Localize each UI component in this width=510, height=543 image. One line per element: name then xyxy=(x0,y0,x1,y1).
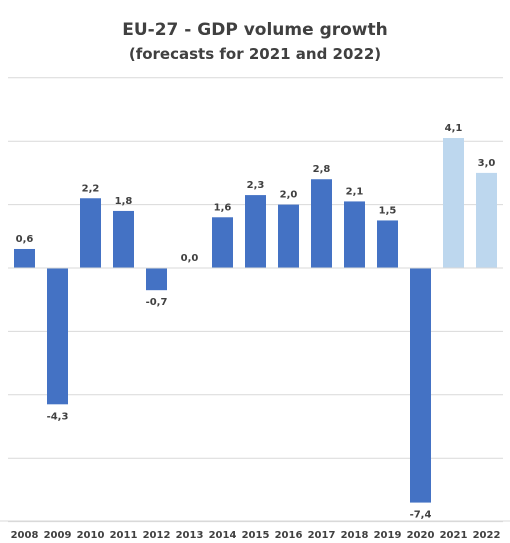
bar-2021 xyxy=(443,138,464,268)
bar-2015 xyxy=(245,195,266,268)
bar-2022 xyxy=(476,172,497,268)
data-label-2012: -0,7 xyxy=(146,297,168,308)
x-tick-2018: 2018 xyxy=(341,530,369,541)
x-tick-2013: 2013 xyxy=(176,530,204,541)
data-label-2011: 1,8 xyxy=(115,196,133,207)
bar-2010 xyxy=(80,198,101,268)
bar-2012 xyxy=(146,268,167,291)
x-tick-2014: 2014 xyxy=(209,530,237,541)
data-label-2016: 2,0 xyxy=(280,190,298,201)
x-tick-2019: 2019 xyxy=(374,530,402,541)
x-tick-2009: 2009 xyxy=(44,530,72,541)
x-tick-2011: 2011 xyxy=(110,530,138,541)
bar-2008 xyxy=(14,248,35,268)
bar-2020 xyxy=(410,268,431,503)
bar-2014 xyxy=(212,217,233,268)
x-tick-2022: 2022 xyxy=(473,530,501,541)
data-label-2015: 2,3 xyxy=(247,180,265,191)
bar-2011 xyxy=(113,210,134,268)
data-label-2014: 1,6 xyxy=(214,202,232,213)
data-label-2009: -4,3 xyxy=(47,411,69,422)
data-label-2008: 0,6 xyxy=(16,234,34,245)
x-tick-2021: 2021 xyxy=(440,530,468,541)
chart-title: EU-27 - GDP volume growth xyxy=(122,20,388,40)
x-tick-2017: 2017 xyxy=(308,530,336,541)
data-label-2019: 1,5 xyxy=(379,205,397,216)
x-tick-2008: 2008 xyxy=(11,530,39,541)
x-tick-2012: 2012 xyxy=(143,530,171,541)
bar-2019 xyxy=(377,220,398,268)
data-label-2013: 0,0 xyxy=(181,253,199,264)
data-label-2017: 2,8 xyxy=(313,164,331,175)
data-label-2021: 4,1 xyxy=(445,123,463,134)
bar-2017 xyxy=(311,179,332,268)
data-label-2020: -7,4 xyxy=(410,510,432,521)
x-tick-2010: 2010 xyxy=(77,530,105,541)
data-label-2010: 2,2 xyxy=(82,183,100,194)
x-tick-2016: 2016 xyxy=(275,530,303,541)
x-tick-2020: 2020 xyxy=(407,530,435,541)
bar-2018 xyxy=(344,201,365,268)
chart-subtitle: (forecasts for 2021 and 2022) xyxy=(128,45,382,63)
bar-2016 xyxy=(278,204,299,268)
x-tick-2015: 2015 xyxy=(242,530,270,541)
data-label-2018: 2,1 xyxy=(346,186,364,197)
data-label-2022: 3,0 xyxy=(478,158,496,169)
bar-2009 xyxy=(47,268,68,405)
